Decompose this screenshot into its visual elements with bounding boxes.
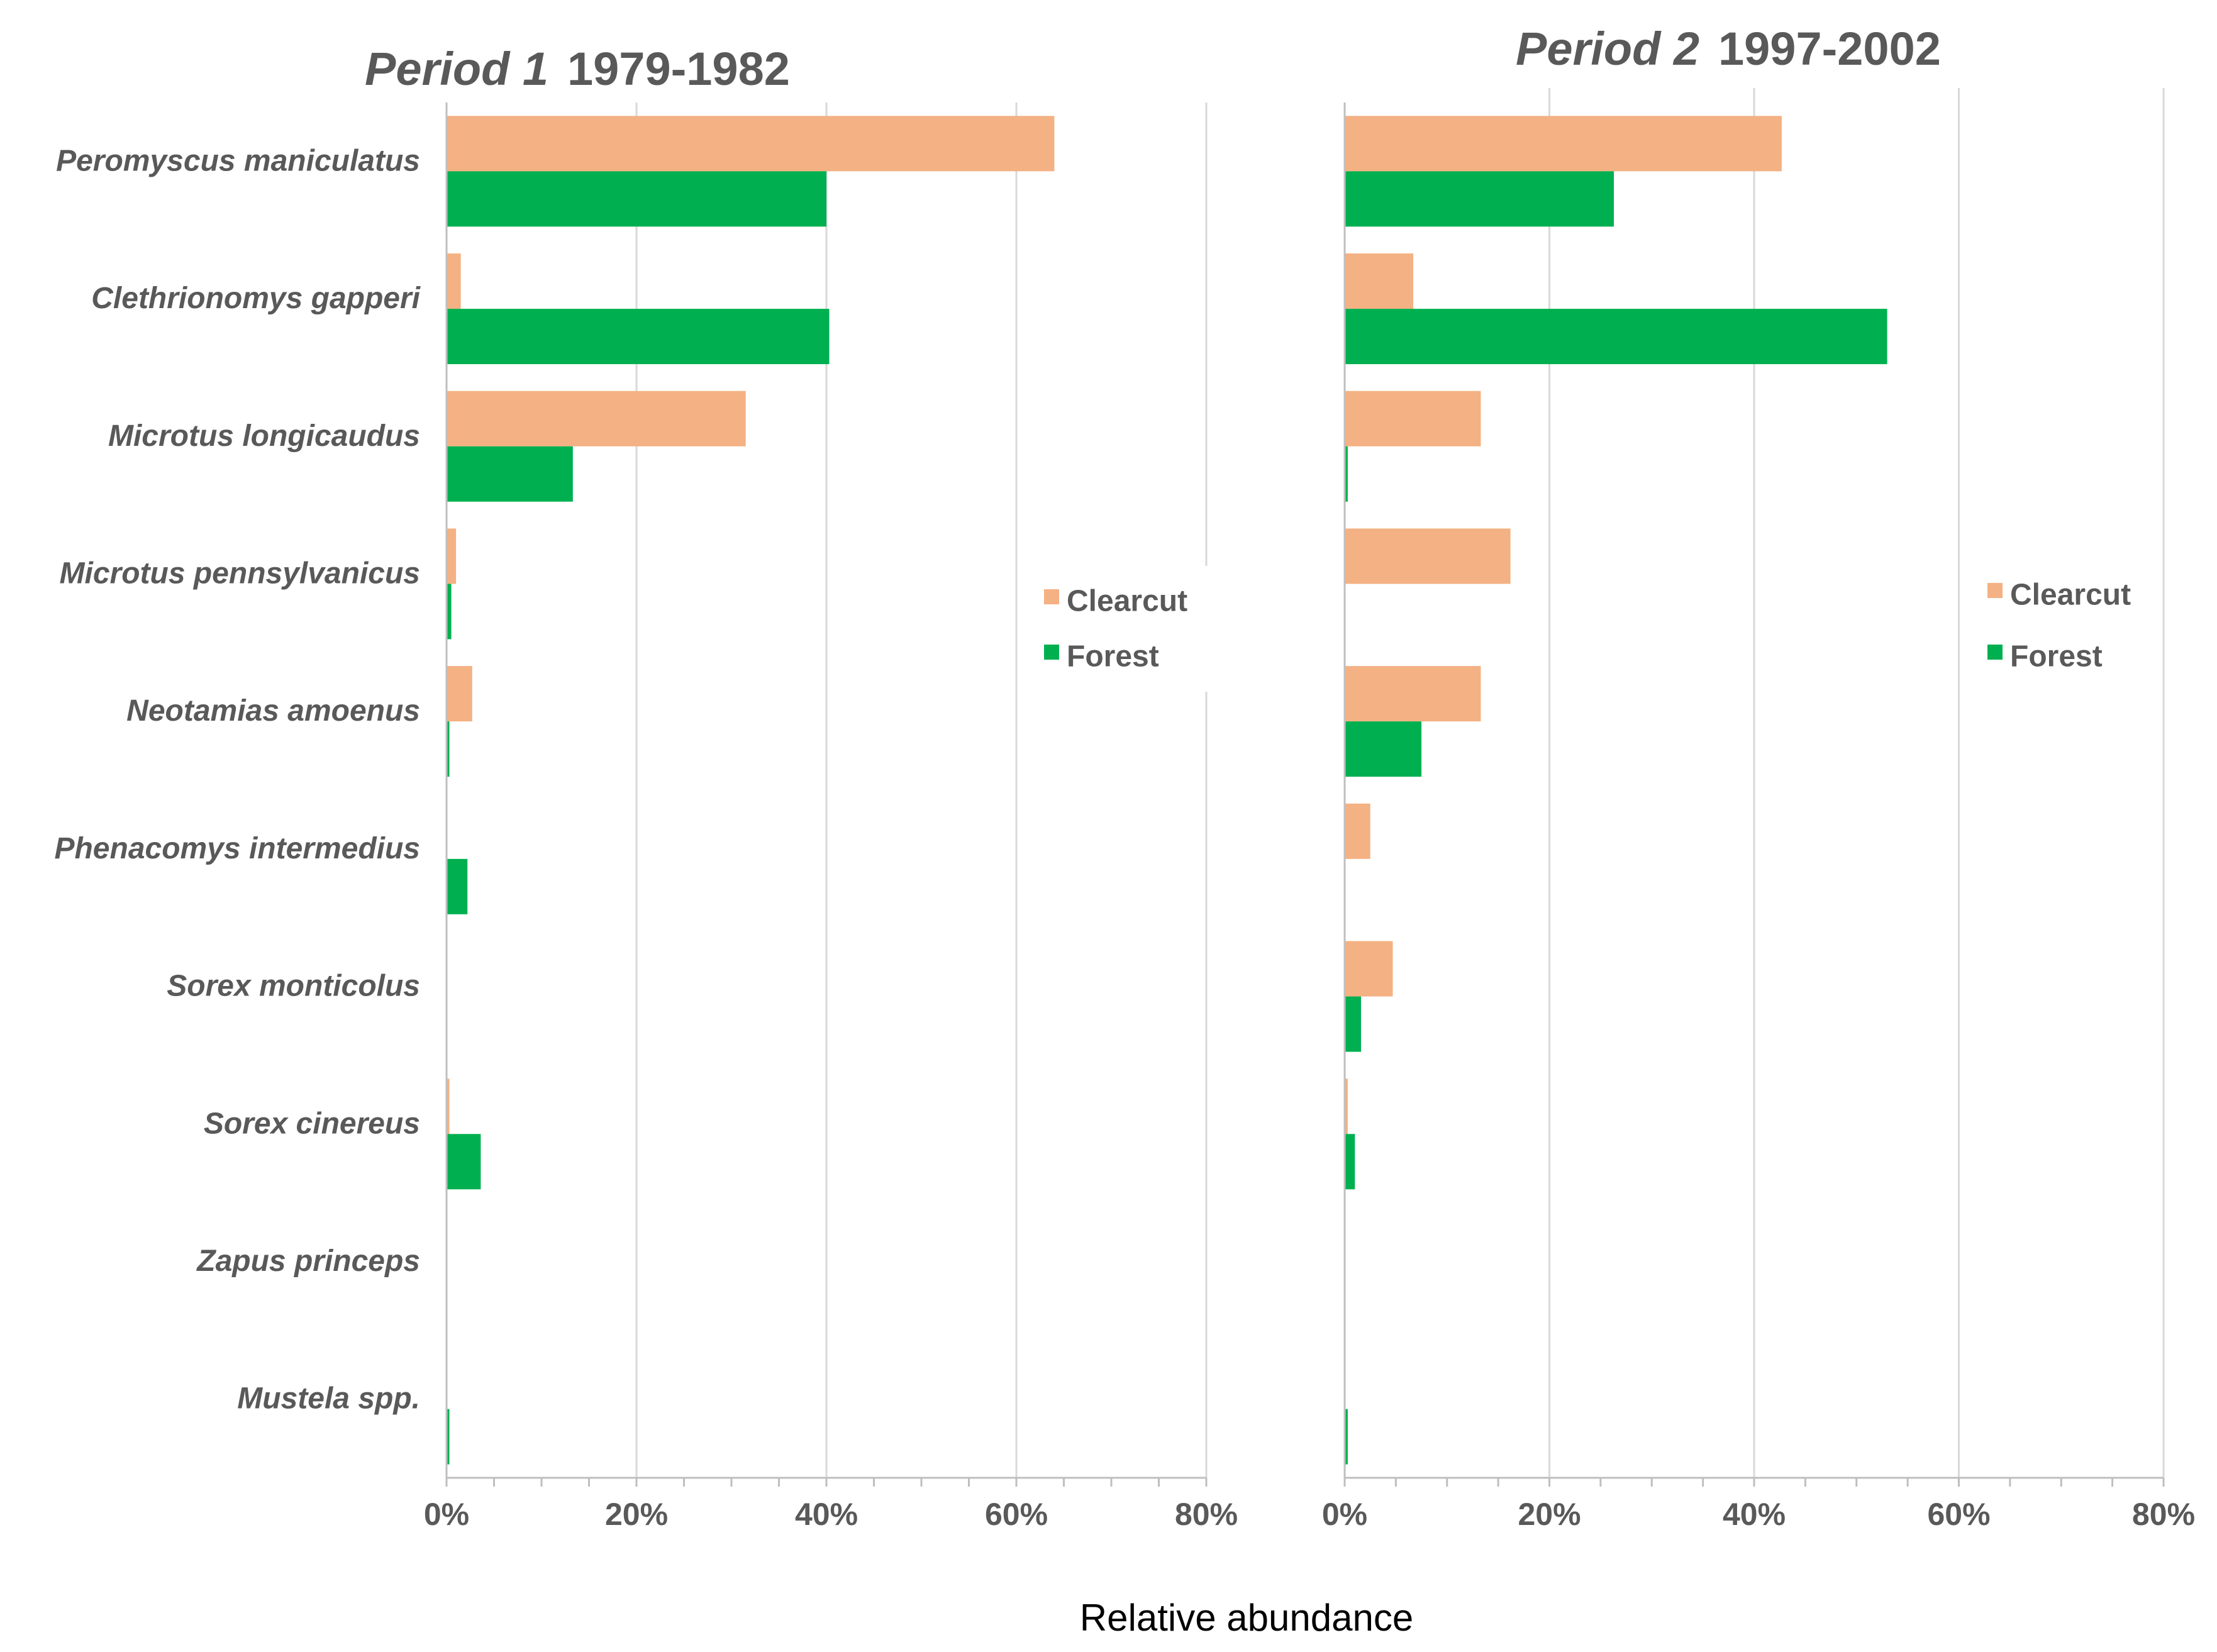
- x-tick-label-60: 60%: [1927, 1497, 1990, 1532]
- bar-forest-microtus-pennsylvanicus: [447, 584, 452, 640]
- period-1-panel: 0% 20% 40% 60% 80% Period 1 1979-1982 Clearcut F…: [365, 43, 1238, 1532]
- x-tick-label-0: 0%: [424, 1497, 469, 1532]
- bar-clearcut-microtus-pennsylvanicus: [1345, 528, 1511, 584]
- x-tick-label-20: 20%: [605, 1497, 668, 1532]
- species-label-phenacomys-intermedius: Phenacomys intermedius: [54, 832, 420, 865]
- species-label-clethrionomys-gapperi: Clethrionomys gapperi: [91, 282, 421, 315]
- bar-forest-peromyscus-maniculatus: [1345, 171, 1614, 227]
- x-tick-label-80: 80%: [2132, 1497, 2195, 1532]
- bar-clearcut-sorex-monticolus: [1345, 941, 1393, 997]
- legend-swatch-clearcut: [1044, 589, 1059, 604]
- species-label-peromyscus-maniculatus: Peromyscus maniculatus: [56, 144, 420, 177]
- bar-forest-sorex-cinereus: [1345, 1134, 1355, 1190]
- species-label-mustela-spp: Mustela spp.: [237, 1382, 420, 1416]
- species-labels: Peromyscus maniculatus Clethrionomys gapp…: [54, 144, 421, 1415]
- bar-clearcut-clethrionomys-gapperi: [1345, 253, 1414, 309]
- panel-title-years: 1997-2002: [1718, 23, 1941, 75]
- bar-clearcut-peromyscus-maniculatus: [1345, 116, 1782, 172]
- legend-swatch-forest: [1044, 645, 1059, 660]
- bar-clearcut-sorex-cinereus: [1345, 1078, 1348, 1134]
- x-tick-label-40: 40%: [795, 1497, 858, 1532]
- bar-forest-neotamias-amoenus: [1345, 721, 1422, 777]
- bar-clearcut-phenacomys-intermedius: [1345, 803, 1370, 859]
- species-label-microtus-pennsylvanicus: Microtus pennsylvanicus: [60, 557, 421, 590]
- legend-label-forest: Forest: [1067, 640, 1159, 674]
- bar-forest-neotamias-amoenus: [447, 721, 450, 777]
- species-label-neotamias-amoenus: Neotamias amoenus: [126, 694, 420, 728]
- legend-label-forest: Forest: [2010, 640, 2103, 674]
- bar-clearcut-microtus-pennsylvanicus: [447, 528, 457, 584]
- bar-clearcut-sorex-cinereus: [447, 1078, 450, 1134]
- bar-clearcut-neotamias-amoenus: [1345, 666, 1481, 722]
- bar-clearcut-microtus-longicaudus: [447, 391, 746, 446]
- x-tick-label-40: 40%: [1723, 1497, 1786, 1532]
- species-label-sorex-monticolus: Sorex monticolus: [167, 970, 420, 1003]
- panel-title: Period 1 1979-1982: [365, 43, 790, 95]
- x-tick-label-60: 60%: [985, 1497, 1048, 1532]
- species-label-microtus-longicaudus: Microtus longicaudus: [108, 419, 420, 453]
- panel-title-years: 1979-1982: [567, 43, 790, 95]
- bar-forest-microtus-longicaudus: [1345, 446, 1348, 502]
- bar-forest-mustela-spp: [447, 1409, 450, 1465]
- panel-title: Period 2 1997-2002: [1516, 23, 1941, 75]
- bar-clearcut-peromyscus-maniculatus: [447, 116, 1055, 172]
- species-label-sorex-cinereus: Sorex cinereus: [204, 1107, 420, 1140]
- period-2-panel: 0% 20% 40% 60% 80% Period 2 1997-2002 Clearcut F…: [1322, 23, 2195, 1532]
- x-tick-label-80: 80%: [1175, 1497, 1238, 1532]
- bar-clearcut-clethrionomys-gapperi: [447, 253, 461, 309]
- bar-forest-sorex-monticolus: [1345, 996, 1362, 1052]
- legend-swatch-forest: [1987, 645, 2003, 660]
- bar-clearcut-neotamias-amoenus: [447, 666, 472, 722]
- bar-forest-clethrionomys-gapperi: [1345, 309, 1887, 365]
- bar-forest-microtus-longicaudus: [447, 446, 573, 502]
- x-tick-label-0: 0%: [1322, 1497, 1367, 1532]
- legend-label-clearcut: Clearcut: [2010, 579, 2131, 612]
- panel-title-period: Period 2: [1516, 23, 1699, 75]
- bar-forest-phenacomys-intermedius: [447, 858, 468, 914]
- panel-title-period: Period 1: [365, 43, 548, 95]
- bar-forest-mustela-spp: [1345, 1409, 1348, 1465]
- bar-forest-peromyscus-maniculatus: [447, 171, 826, 227]
- x-tick-label-20: 20%: [1518, 1497, 1581, 1532]
- bar-forest-clethrionomys-gapperi: [447, 309, 830, 365]
- bar-forest-sorex-cinereus: [447, 1134, 481, 1190]
- x-axis-label: Relative abundance: [1080, 1597, 1413, 1639]
- legend-background: [1031, 566, 1208, 692]
- species-label-zapus-princeps: Zapus princeps: [196, 1245, 420, 1278]
- legend-swatch-clearcut: [1987, 583, 2003, 598]
- legend-label-clearcut: Clearcut: [1067, 585, 1187, 618]
- bar-clearcut-microtus-longicaudus: [1345, 391, 1481, 446]
